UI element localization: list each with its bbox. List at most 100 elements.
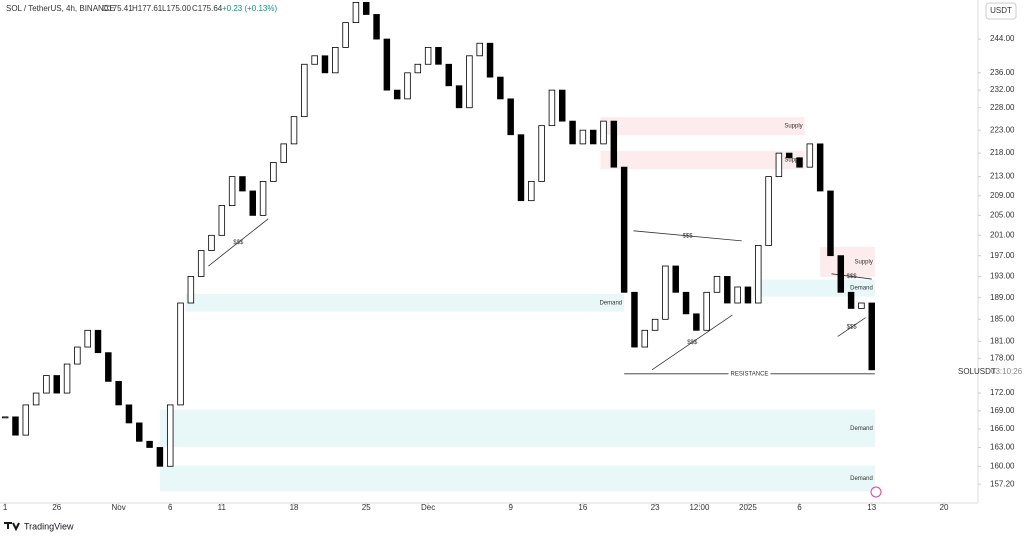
y-tick-label: 244.00 xyxy=(990,34,1015,43)
candle xyxy=(466,55,473,109)
y-tick-label: 160.00 xyxy=(990,461,1015,470)
candle xyxy=(187,276,195,304)
candle xyxy=(775,152,783,178)
candle xyxy=(816,143,824,192)
alert-icon[interactable] xyxy=(870,486,882,498)
candle xyxy=(569,120,576,145)
candle xyxy=(270,162,277,182)
y-tick-label: 178.00 xyxy=(990,353,1015,362)
y-tick-label: 223.00 xyxy=(990,125,1015,134)
candle xyxy=(806,143,814,168)
candle xyxy=(455,85,463,109)
y-tick-label: 236.00 xyxy=(990,68,1015,77)
candle xyxy=(785,152,793,159)
candle xyxy=(404,72,411,100)
zone xyxy=(753,279,875,297)
candle xyxy=(693,313,700,331)
zone xyxy=(159,465,875,492)
candle xyxy=(682,291,690,315)
candle xyxy=(332,46,339,74)
chart-title: SOL / TetherUS, 4h, BINANCE xyxy=(6,4,115,13)
candle xyxy=(651,318,659,331)
y-tick-label: 228.00 xyxy=(990,103,1015,112)
candle xyxy=(744,286,752,304)
candle xyxy=(352,1,360,24)
candle xyxy=(311,55,318,65)
ohlc-change: +0.23 (+0.13%) xyxy=(222,4,277,13)
candle xyxy=(239,176,246,192)
candle xyxy=(641,329,649,348)
candle xyxy=(208,234,215,251)
y-tick-label: 209.00 xyxy=(990,191,1015,200)
candle xyxy=(115,380,122,406)
candle xyxy=(249,190,256,216)
candle xyxy=(847,291,855,309)
candle xyxy=(538,125,545,182)
zone xyxy=(600,150,805,170)
candle xyxy=(724,276,731,304)
zone xyxy=(159,409,875,447)
candle xyxy=(435,46,442,65)
candle xyxy=(197,250,205,277)
candle xyxy=(84,329,91,348)
y-tick-label: 185.00 xyxy=(990,314,1015,323)
x-tick-label: 11 xyxy=(218,503,227,512)
candle xyxy=(755,245,762,304)
trend-label: $$$ xyxy=(847,325,858,331)
y-tick-label: 166.00 xyxy=(990,424,1015,433)
y-tick-label: 213.00 xyxy=(990,172,1015,181)
candle xyxy=(662,265,669,320)
candle xyxy=(517,134,525,202)
candle xyxy=(559,89,566,122)
symbol-label: SOLUSDT xyxy=(958,367,996,376)
y-tick-label: 218.00 xyxy=(990,148,1015,157)
zone-label: Supply xyxy=(784,124,802,130)
countdown: 03:10:26 xyxy=(991,367,1023,376)
candle xyxy=(393,89,401,100)
x-tick-label: 20 xyxy=(940,503,949,512)
candle xyxy=(383,38,391,91)
zone xyxy=(185,293,625,312)
candle xyxy=(476,42,483,57)
zone-label: Supply xyxy=(784,158,802,164)
currency-label[interactable]: USDT xyxy=(990,6,1012,15)
candle xyxy=(600,120,607,145)
candle xyxy=(166,404,174,467)
trend-label: $$$ xyxy=(683,233,694,239)
candle xyxy=(620,166,628,293)
candle xyxy=(734,286,741,304)
candle xyxy=(796,157,803,168)
y-tick-label: 157.20 xyxy=(990,479,1015,488)
ohlc-open: O175.41 xyxy=(102,4,133,13)
candle xyxy=(486,42,494,78)
y-tick-label: 201.00 xyxy=(990,230,1015,239)
candle xyxy=(94,329,102,354)
candle xyxy=(218,205,226,236)
y-tick-label: 163.00 xyxy=(990,443,1015,452)
candle xyxy=(125,404,133,424)
x-tick-label: 13 xyxy=(867,503,876,512)
y-tick-label: 189.00 xyxy=(990,293,1015,302)
x-tick-label: 25 xyxy=(362,503,371,512)
zone-label: Supply xyxy=(854,260,872,266)
candle xyxy=(290,116,298,145)
candle xyxy=(301,63,308,118)
candle xyxy=(497,76,504,100)
zone xyxy=(600,117,805,136)
candle xyxy=(1,416,9,419)
candle xyxy=(703,291,710,331)
candle xyxy=(43,375,50,394)
x-tick-label: Nov xyxy=(112,503,126,512)
candle xyxy=(136,422,143,442)
candle xyxy=(858,302,865,309)
candle xyxy=(445,63,453,87)
y-tick-label: 172.00 xyxy=(990,388,1015,397)
currency-button[interactable] xyxy=(985,2,1017,20)
candle xyxy=(837,255,845,293)
candle xyxy=(146,440,153,448)
x-tick-label: 18 xyxy=(290,503,299,512)
plot: Demand Supply Supply Supply Demand Demand Dema… xyxy=(1,1,875,492)
candle xyxy=(63,363,71,394)
candle xyxy=(177,302,184,406)
